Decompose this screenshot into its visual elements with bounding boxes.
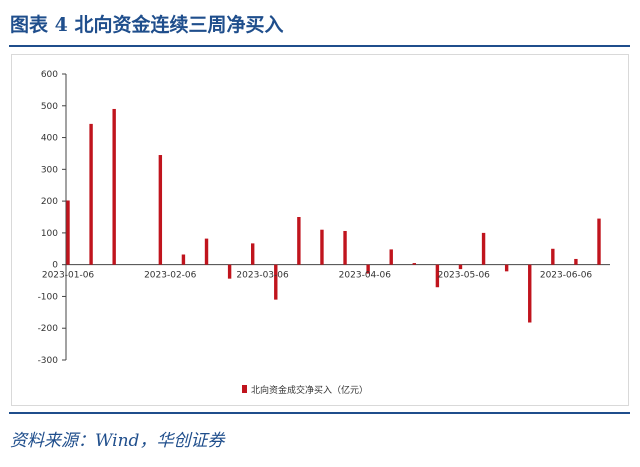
bar-2023-04-07 xyxy=(366,264,370,274)
y-tick-label: -300 xyxy=(38,356,59,366)
bars xyxy=(66,108,601,323)
x-tick-labels: 2023-01-06 2023-02-06 2023-03-06 2023-04-06… xyxy=(42,271,593,281)
legend: 北向资金成交净买入（亿元） xyxy=(242,384,368,396)
y-tick-label: -200 xyxy=(38,324,59,334)
bar-2023-01-13 xyxy=(89,123,93,265)
bar-2023-06-02 xyxy=(551,248,555,265)
y-tick-label: 300 xyxy=(41,165,58,175)
bar-2023-04-21 xyxy=(412,263,416,265)
y-tick-label: 400 xyxy=(41,134,58,144)
bar-2023-01-06 xyxy=(66,200,70,265)
bar-2023-03-10 xyxy=(274,264,278,300)
x-tick-label: 2023-01-06 xyxy=(42,271,95,281)
bar-2023-03-17 xyxy=(297,217,301,265)
bar-2023-04-14 xyxy=(389,249,393,265)
y-tick-label: 100 xyxy=(41,229,58,239)
bar-2023-02-03 xyxy=(158,155,163,265)
bar-2023-02-10 xyxy=(181,254,186,265)
y-tick-label: 600 xyxy=(41,70,58,80)
legend-label: 北向资金成交净买入（亿元） xyxy=(251,384,368,396)
bar-2023-06-09 xyxy=(574,258,578,265)
bar-2023-03-24 xyxy=(320,229,324,265)
bar-2023-05-12 xyxy=(481,232,486,265)
legend-swatch xyxy=(242,385,247,393)
bar-2023-02-17 xyxy=(204,238,209,265)
title-rule xyxy=(9,45,630,47)
y-tick-label: 500 xyxy=(41,102,58,112)
bar-2023-05-19 xyxy=(504,264,509,272)
source-note: 资料来源：Wind，华创证券 xyxy=(10,431,225,451)
axes: -300 -200 -100 0 100 200 300 400 500 600 xyxy=(38,70,610,366)
source-rule xyxy=(9,412,630,414)
figure-title: 图表 4 北向资金连续三周净买入 xyxy=(10,14,284,36)
x-tick-label: 2023-03-06 xyxy=(236,271,289,281)
x-tick-label: 2023-06-06 xyxy=(540,271,593,281)
bar-2023-02-24 xyxy=(227,264,232,279)
bar-2023-05-05 xyxy=(458,264,463,270)
bar-2023-04-28 xyxy=(435,264,440,288)
y-tick-label: 0 xyxy=(52,261,58,271)
bar-2023-06-16 xyxy=(597,218,601,265)
chart-container: -300 -200 -100 0 100 200 300 400 500 600 2023-01-… xyxy=(11,54,629,406)
y-tick-label: 200 xyxy=(41,197,58,207)
bar-chart: -300 -200 -100 0 100 200 300 400 500 600 2023-01-… xyxy=(38,70,610,396)
y-tick-label: -100 xyxy=(38,292,59,302)
x-tick-label: 2023-05-06 xyxy=(438,271,491,281)
x-tick-label: 2023-04-06 xyxy=(339,271,392,281)
bar-2023-01-20 xyxy=(112,108,116,265)
bar-2023-03-31 xyxy=(343,230,347,265)
x-tick-label: 2023-02-06 xyxy=(144,271,197,281)
bar-2023-03-03 xyxy=(251,243,255,265)
bar-2023-05-26 xyxy=(528,264,532,323)
